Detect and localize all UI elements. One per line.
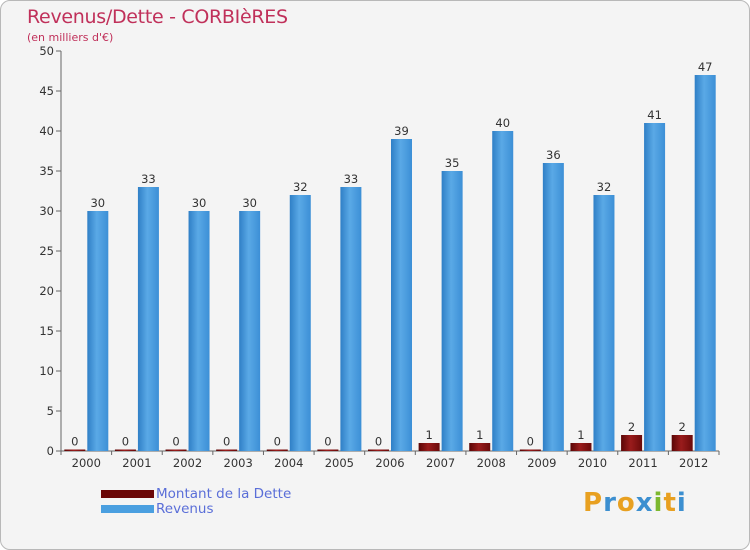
data-label-dette: 0	[223, 435, 230, 449]
data-label-revenus: 32	[597, 180, 612, 194]
bar-revenus	[593, 195, 615, 451]
bar-dette	[469, 443, 491, 451]
y-tick-label: 25	[39, 244, 54, 258]
bar-dette	[671, 435, 693, 451]
logo-letter: i	[676, 488, 687, 518]
x-tick-label: 2011	[628, 456, 657, 470]
bar-revenus	[188, 211, 210, 451]
x-tick-label: 2009	[527, 456, 556, 470]
data-label-revenus: 33	[141, 172, 156, 186]
data-label-revenus: 40	[495, 116, 510, 130]
y-tick-label: 35	[39, 164, 54, 178]
x-tick-label: 2012	[679, 456, 708, 470]
logo-letter: r	[603, 488, 617, 518]
y-tick-label: 20	[39, 284, 54, 298]
chart-subtitle: (en milliers d'€)	[27, 31, 114, 44]
bar-revenus	[87, 211, 109, 451]
bar-revenus	[340, 187, 362, 451]
logo-letter: o	[616, 488, 636, 518]
bar-dette	[418, 443, 440, 451]
data-label-dette: 0	[71, 435, 78, 449]
bar-revenus	[391, 139, 412, 451]
data-label-dette: 0	[122, 435, 129, 449]
x-tick-label: 2010	[578, 456, 607, 470]
data-label-revenus: 30	[242, 196, 257, 210]
y-tick-label: 30	[39, 204, 54, 218]
y-tick-label: 10	[39, 364, 54, 378]
data-label-revenus: 30	[90, 196, 105, 210]
logo-letter: t	[663, 488, 677, 518]
bar-dette	[519, 449, 541, 451]
data-label-dette: 0	[527, 435, 534, 449]
logo-letter: x	[635, 488, 654, 518]
bar-dette	[216, 449, 238, 451]
y-tick-label: 0	[47, 444, 54, 458]
x-tick-label: 2003	[224, 456, 253, 470]
x-tick-label: 2001	[122, 456, 151, 470]
logo-letter: i	[653, 488, 664, 518]
bar-dette	[64, 449, 86, 451]
data-labels-layer: 0 30 0 33 0 30 0 30 0 32 0 33 0 39 1 35 1 40 0 36 1 32 2 41 2 47	[71, 60, 712, 449]
data-label-revenus: 33	[344, 172, 359, 186]
data-label-revenus: 30	[192, 196, 207, 210]
data-label-dette: 2	[679, 420, 686, 434]
x-tick-label: 2000	[72, 456, 101, 470]
data-label-dette: 0	[375, 435, 382, 449]
legend-swatch-revenus	[101, 505, 154, 513]
data-label-dette: 2	[628, 420, 635, 434]
data-label-revenus: 47	[698, 60, 713, 74]
bar-revenus	[492, 131, 514, 451]
data-label-revenus: 32	[293, 180, 308, 194]
bar-dette	[165, 449, 187, 451]
x-tick-label: 2007	[426, 456, 455, 470]
logo-letter: P	[583, 488, 604, 518]
x-tick-label: 2002	[173, 456, 202, 470]
data-label-revenus: 39	[394, 124, 409, 138]
bar-revenus	[137, 187, 159, 451]
bar-revenus	[441, 171, 463, 451]
data-label-revenus: 35	[445, 156, 460, 170]
bar-dette	[570, 443, 592, 451]
bar-dette	[621, 435, 643, 451]
bar-revenus	[239, 211, 261, 451]
bar-revenus	[542, 163, 564, 451]
bar-dette	[114, 449, 136, 451]
x-tick-label: 2008	[477, 456, 506, 470]
bars-layer	[64, 75, 716, 451]
data-label-dette: 0	[172, 435, 179, 449]
bar-revenus	[694, 75, 716, 451]
y-tick-label: 45	[39, 84, 54, 98]
data-label-dette: 1	[577, 428, 584, 442]
bar-revenus	[644, 123, 666, 451]
x-tick-label: 2006	[375, 456, 404, 470]
data-label-dette: 1	[476, 428, 483, 442]
x-tick-label: 2004	[274, 456, 303, 470]
data-label-dette: 1	[425, 428, 432, 442]
data-label-revenus: 36	[546, 148, 561, 162]
data-label-dette: 0	[274, 435, 281, 449]
bar-revenus	[289, 195, 311, 451]
bar-dette	[266, 449, 288, 451]
legend-label-dette: Montant de la Dette	[156, 486, 292, 502]
legend-label-revenus: Revenus	[156, 501, 214, 517]
y-tick-label: 50	[39, 44, 54, 58]
x-tick-label: 2005	[325, 456, 354, 470]
bar-dette	[317, 449, 339, 451]
data-label-dette: 0	[324, 435, 331, 449]
bar-dette	[368, 449, 389, 451]
data-label-revenus: 41	[647, 108, 662, 122]
y-tick-label: 40	[39, 124, 54, 138]
y-tick-label: 5	[47, 404, 54, 418]
chart-title: Revenus/Dette - CORBIèRES	[27, 6, 288, 28]
y-tick-label: 15	[39, 324, 54, 338]
proxiti-logo: Proxiti	[583, 488, 687, 518]
legend-swatch-dette	[101, 490, 154, 498]
